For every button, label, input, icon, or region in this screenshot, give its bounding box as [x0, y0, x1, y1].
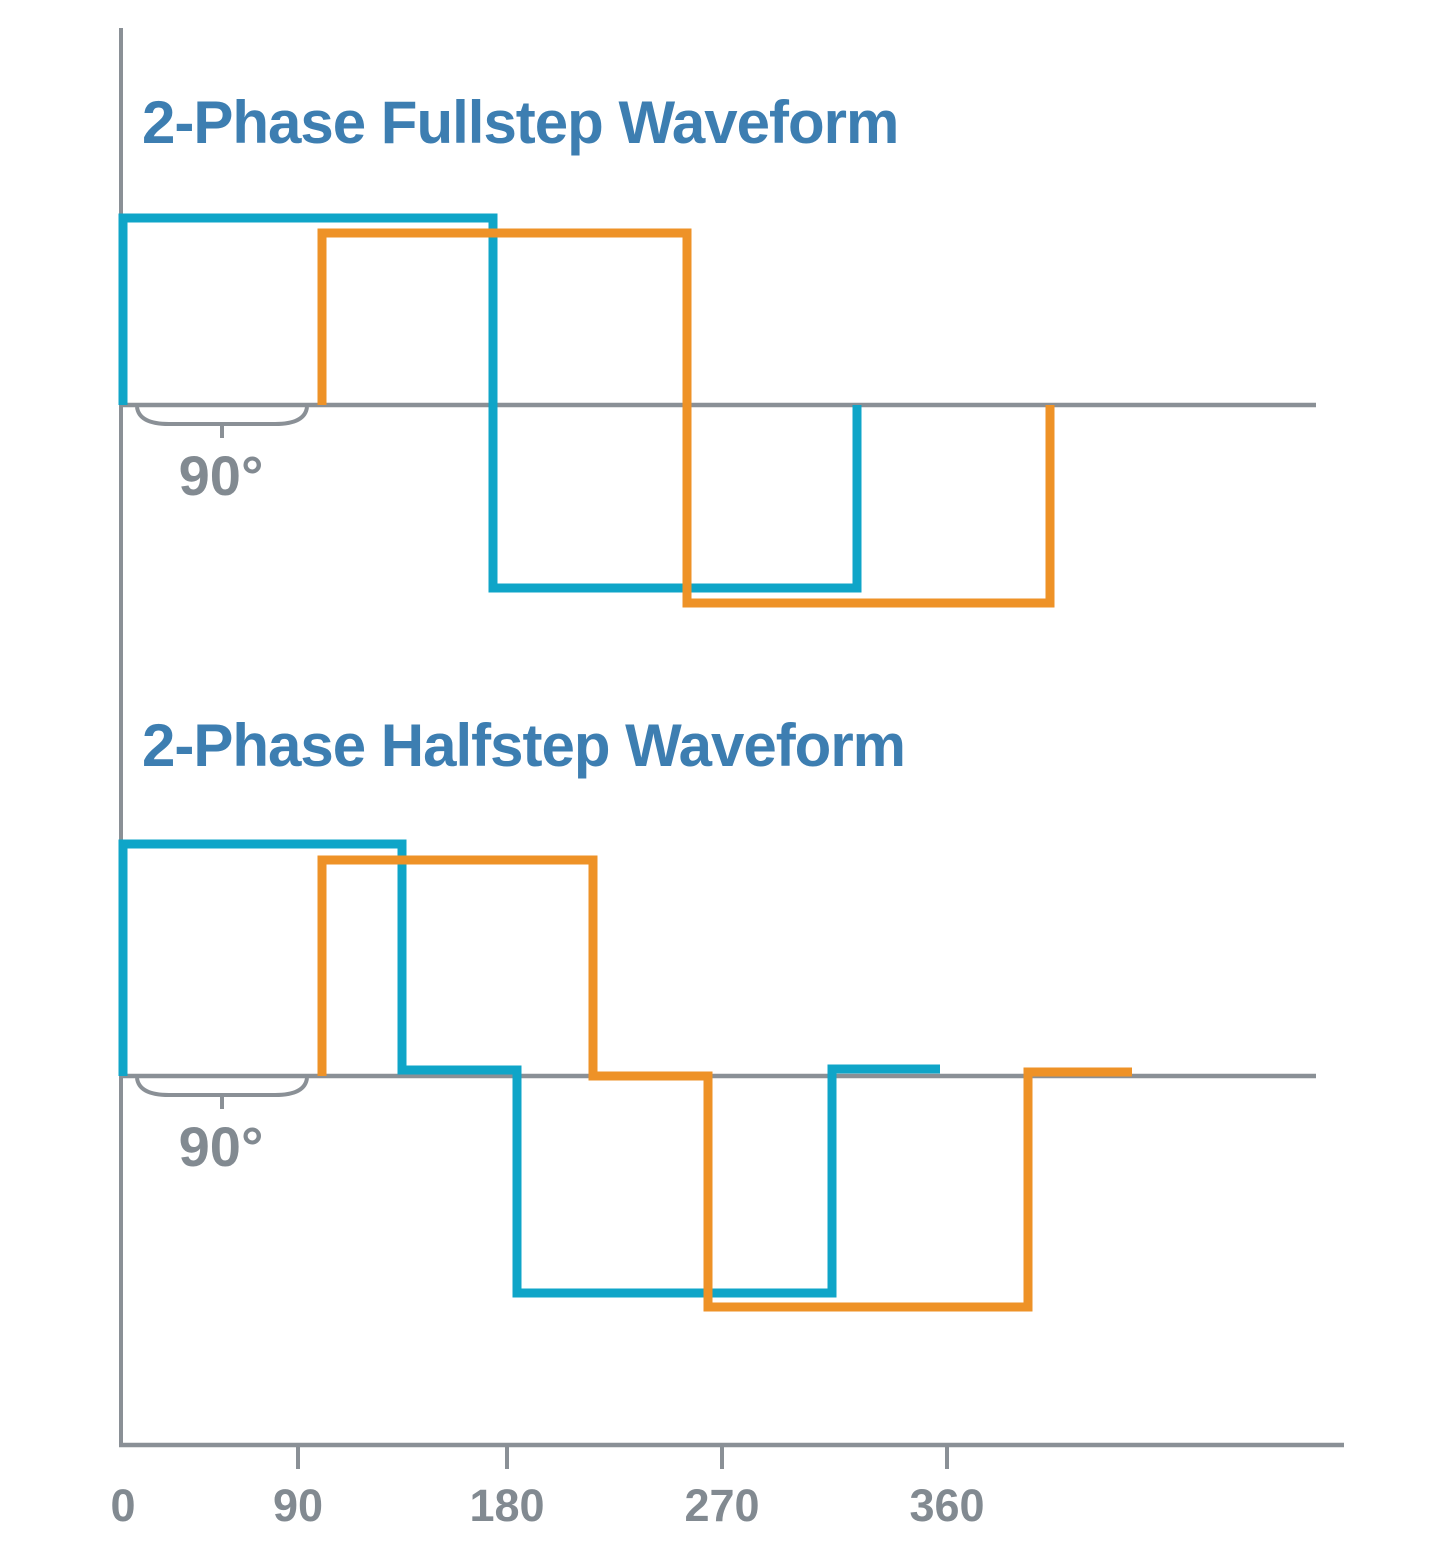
fullstep-waveform-phase-a — [118, 213, 862, 593]
x-tick-label-180: 180 — [469, 1480, 545, 1531]
x-tick-label-0: 0 — [110, 1480, 136, 1531]
halfstep-waveform-phase-a — [118, 839, 940, 1298]
halfstep-waveform-phase-b — [317, 855, 1132, 1312]
fullstep-chart-title: 2-Phase Fullstep Waveform — [142, 89, 899, 156]
fullstep-phase-offset-brace — [135, 406, 309, 426]
halfstep-phase-offset-brace — [135, 1077, 309, 1097]
halfstep-chart-title: 2-Phase Halfstep Waveform — [142, 712, 906, 779]
x-tick-label-90: 90 — [272, 1480, 324, 1531]
fullstep-phase-offset-label: 90° — [178, 444, 264, 507]
halfstep-phase-offset-label: 90° — [178, 1115, 264, 1178]
x-tick-label-360: 360 — [909, 1480, 985, 1531]
x-tick-label-270: 270 — [684, 1480, 760, 1531]
fullstep-waveform-phase-b — [317, 228, 1055, 608]
